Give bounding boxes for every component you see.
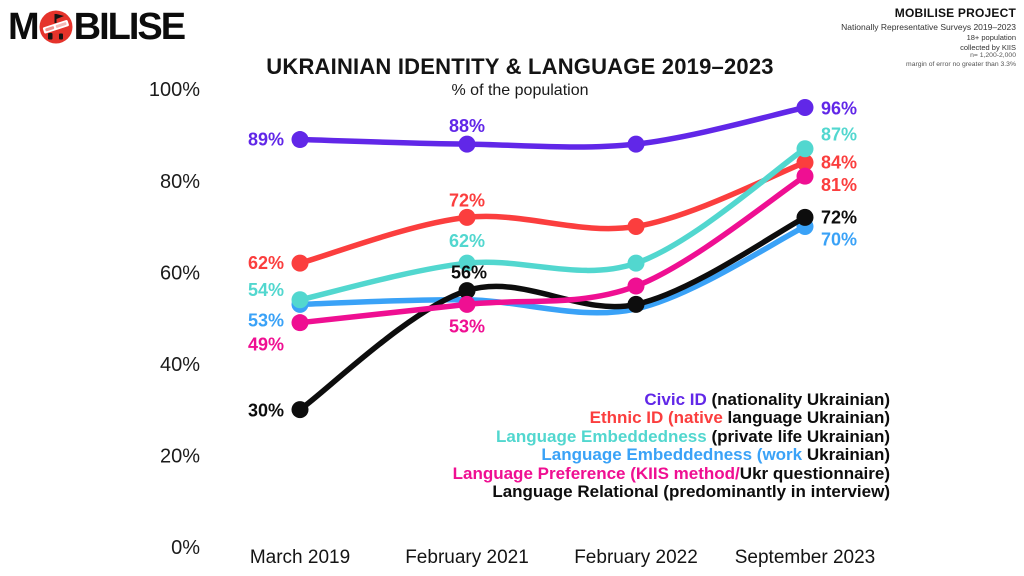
- legend-item-2: Language Embeddedness (private life Ukra…: [453, 426, 890, 446]
- data-point-label: 30%: [248, 401, 284, 421]
- series-point: [291, 254, 309, 272]
- series-point: [291, 314, 309, 332]
- series-point: [796, 153, 814, 171]
- series-point: [458, 208, 476, 226]
- x-axis-category-label: March 2019: [250, 547, 350, 568]
- data-point-label: 96%: [821, 99, 857, 119]
- series-point: [458, 282, 476, 300]
- series-point: [627, 277, 645, 295]
- data-point-label: 72%: [449, 190, 485, 210]
- data-point-label: 87%: [821, 125, 857, 145]
- legend-segment: (private life Ukrainian): [706, 426, 890, 446]
- project-population-line: 18+ population: [966, 33, 1016, 42]
- series-line: [297, 145, 808, 303]
- legend-segment: Language Relational (predominantly in in…: [492, 482, 890, 502]
- legend-segment: language Ukrainian): [722, 408, 890, 428]
- project-margin-line: margin of error no greater than 3.3%: [906, 60, 1016, 68]
- series-point: [627, 135, 645, 153]
- series-point: [627, 295, 645, 313]
- y-axis-tick-label: 100%: [149, 79, 200, 101]
- series-point: [291, 291, 309, 309]
- project-sample-line: n= 1,200-2,000: [970, 52, 1016, 59]
- y-axis-tick-label: 0%: [171, 537, 200, 559]
- project-info-block: MOBILISE PROJECT Nationally Representati…: [841, 6, 1016, 69]
- series-point: [796, 99, 814, 117]
- series-point: [458, 254, 476, 272]
- data-point-label: 62%: [449, 231, 485, 251]
- series-point: [627, 254, 645, 272]
- x-axis-category-label: February 2021: [405, 547, 529, 568]
- logo-o-protest-icon: [39, 10, 73, 44]
- data-point-label: 62%: [248, 253, 284, 273]
- series-point: [458, 135, 476, 153]
- series-point: [291, 131, 309, 149]
- legend-segment: Ukrainian): [802, 445, 890, 465]
- series-line: [297, 173, 808, 326]
- series-point: [458, 295, 476, 313]
- logo-text-bilise: BILISE: [73, 6, 186, 48]
- legend-segment: Language Embeddedness (work: [541, 445, 803, 465]
- data-point-label: 53%: [449, 316, 485, 336]
- project-surveys-line: Nationally Representative Surveys 2019–2…: [841, 22, 1016, 32]
- chart-title: UKRAINIAN IDENTITY & LANGUAGE 2019–2023: [266, 54, 774, 79]
- chart-legend: Civic ID (nationality Ukrainian) Ethnic I…: [452, 390, 890, 502]
- data-point-label: 56%: [451, 263, 487, 283]
- logo-text-m: M: [8, 6, 40, 48]
- series-point: [796, 208, 814, 226]
- data-point-label: 72%: [821, 207, 857, 227]
- project-title: MOBILISE PROJECT: [894, 6, 1016, 20]
- legend-item-1: Ethnic ID (native language Ukrainian): [453, 409, 890, 427]
- x-axis-category-label: September 2023: [735, 547, 876, 568]
- y-axis-tick-label: 20%: [160, 445, 200, 467]
- legend-item-3: Language Embeddedness (work Ukrainian): [453, 446, 890, 464]
- data-point-label: 70%: [821, 230, 857, 250]
- series-line: [297, 104, 808, 150]
- legend-segment: Ukr questionnaire): [739, 463, 890, 483]
- legend-item-5: Language Relational (predominantly in in…: [453, 482, 890, 502]
- series-line: [297, 214, 808, 413]
- legend-segment: Ethnic ID (native: [589, 408, 723, 428]
- x-axis-category-label: February 2022: [574, 547, 698, 568]
- data-point-label: 89%: [248, 130, 284, 150]
- series-point: [796, 140, 814, 158]
- y-axis-tick-label: 60%: [160, 262, 200, 284]
- data-point-label: 53%: [248, 310, 284, 330]
- legend-segment: Language Preference (KIIS method/: [452, 463, 740, 483]
- legend-item-4: Language Preference (KIIS method/Ukr que…: [452, 463, 890, 483]
- data-point-label: 84%: [821, 152, 857, 172]
- data-point-label: 54%: [248, 280, 284, 300]
- legend-segment: (nationality Ukrainian): [706, 390, 890, 409]
- chart-subtitle: % of the population: [451, 82, 589, 99]
- data-point-label: 81%: [821, 175, 857, 195]
- legend-segment: Civic ID: [644, 390, 707, 409]
- series-line: [297, 159, 808, 266]
- series-point: [291, 401, 309, 419]
- series-point: [796, 167, 814, 185]
- series-line: [297, 223, 808, 316]
- y-axis-tick-label: 40%: [160, 354, 200, 376]
- y-axis-tick-label: 80%: [160, 171, 200, 193]
- legend-item-0: Civic ID (nationality Ukrainian): [453, 390, 890, 409]
- series-point: [627, 218, 645, 236]
- mobilise-logo: M BILISE: [8, 6, 186, 48]
- project-collected-line: collected by KIIS: [960, 42, 1016, 52]
- data-point-label: 88%: [449, 116, 485, 136]
- legend-segment: Language Embeddedness: [496, 426, 707, 446]
- data-point-label: 49%: [248, 335, 284, 355]
